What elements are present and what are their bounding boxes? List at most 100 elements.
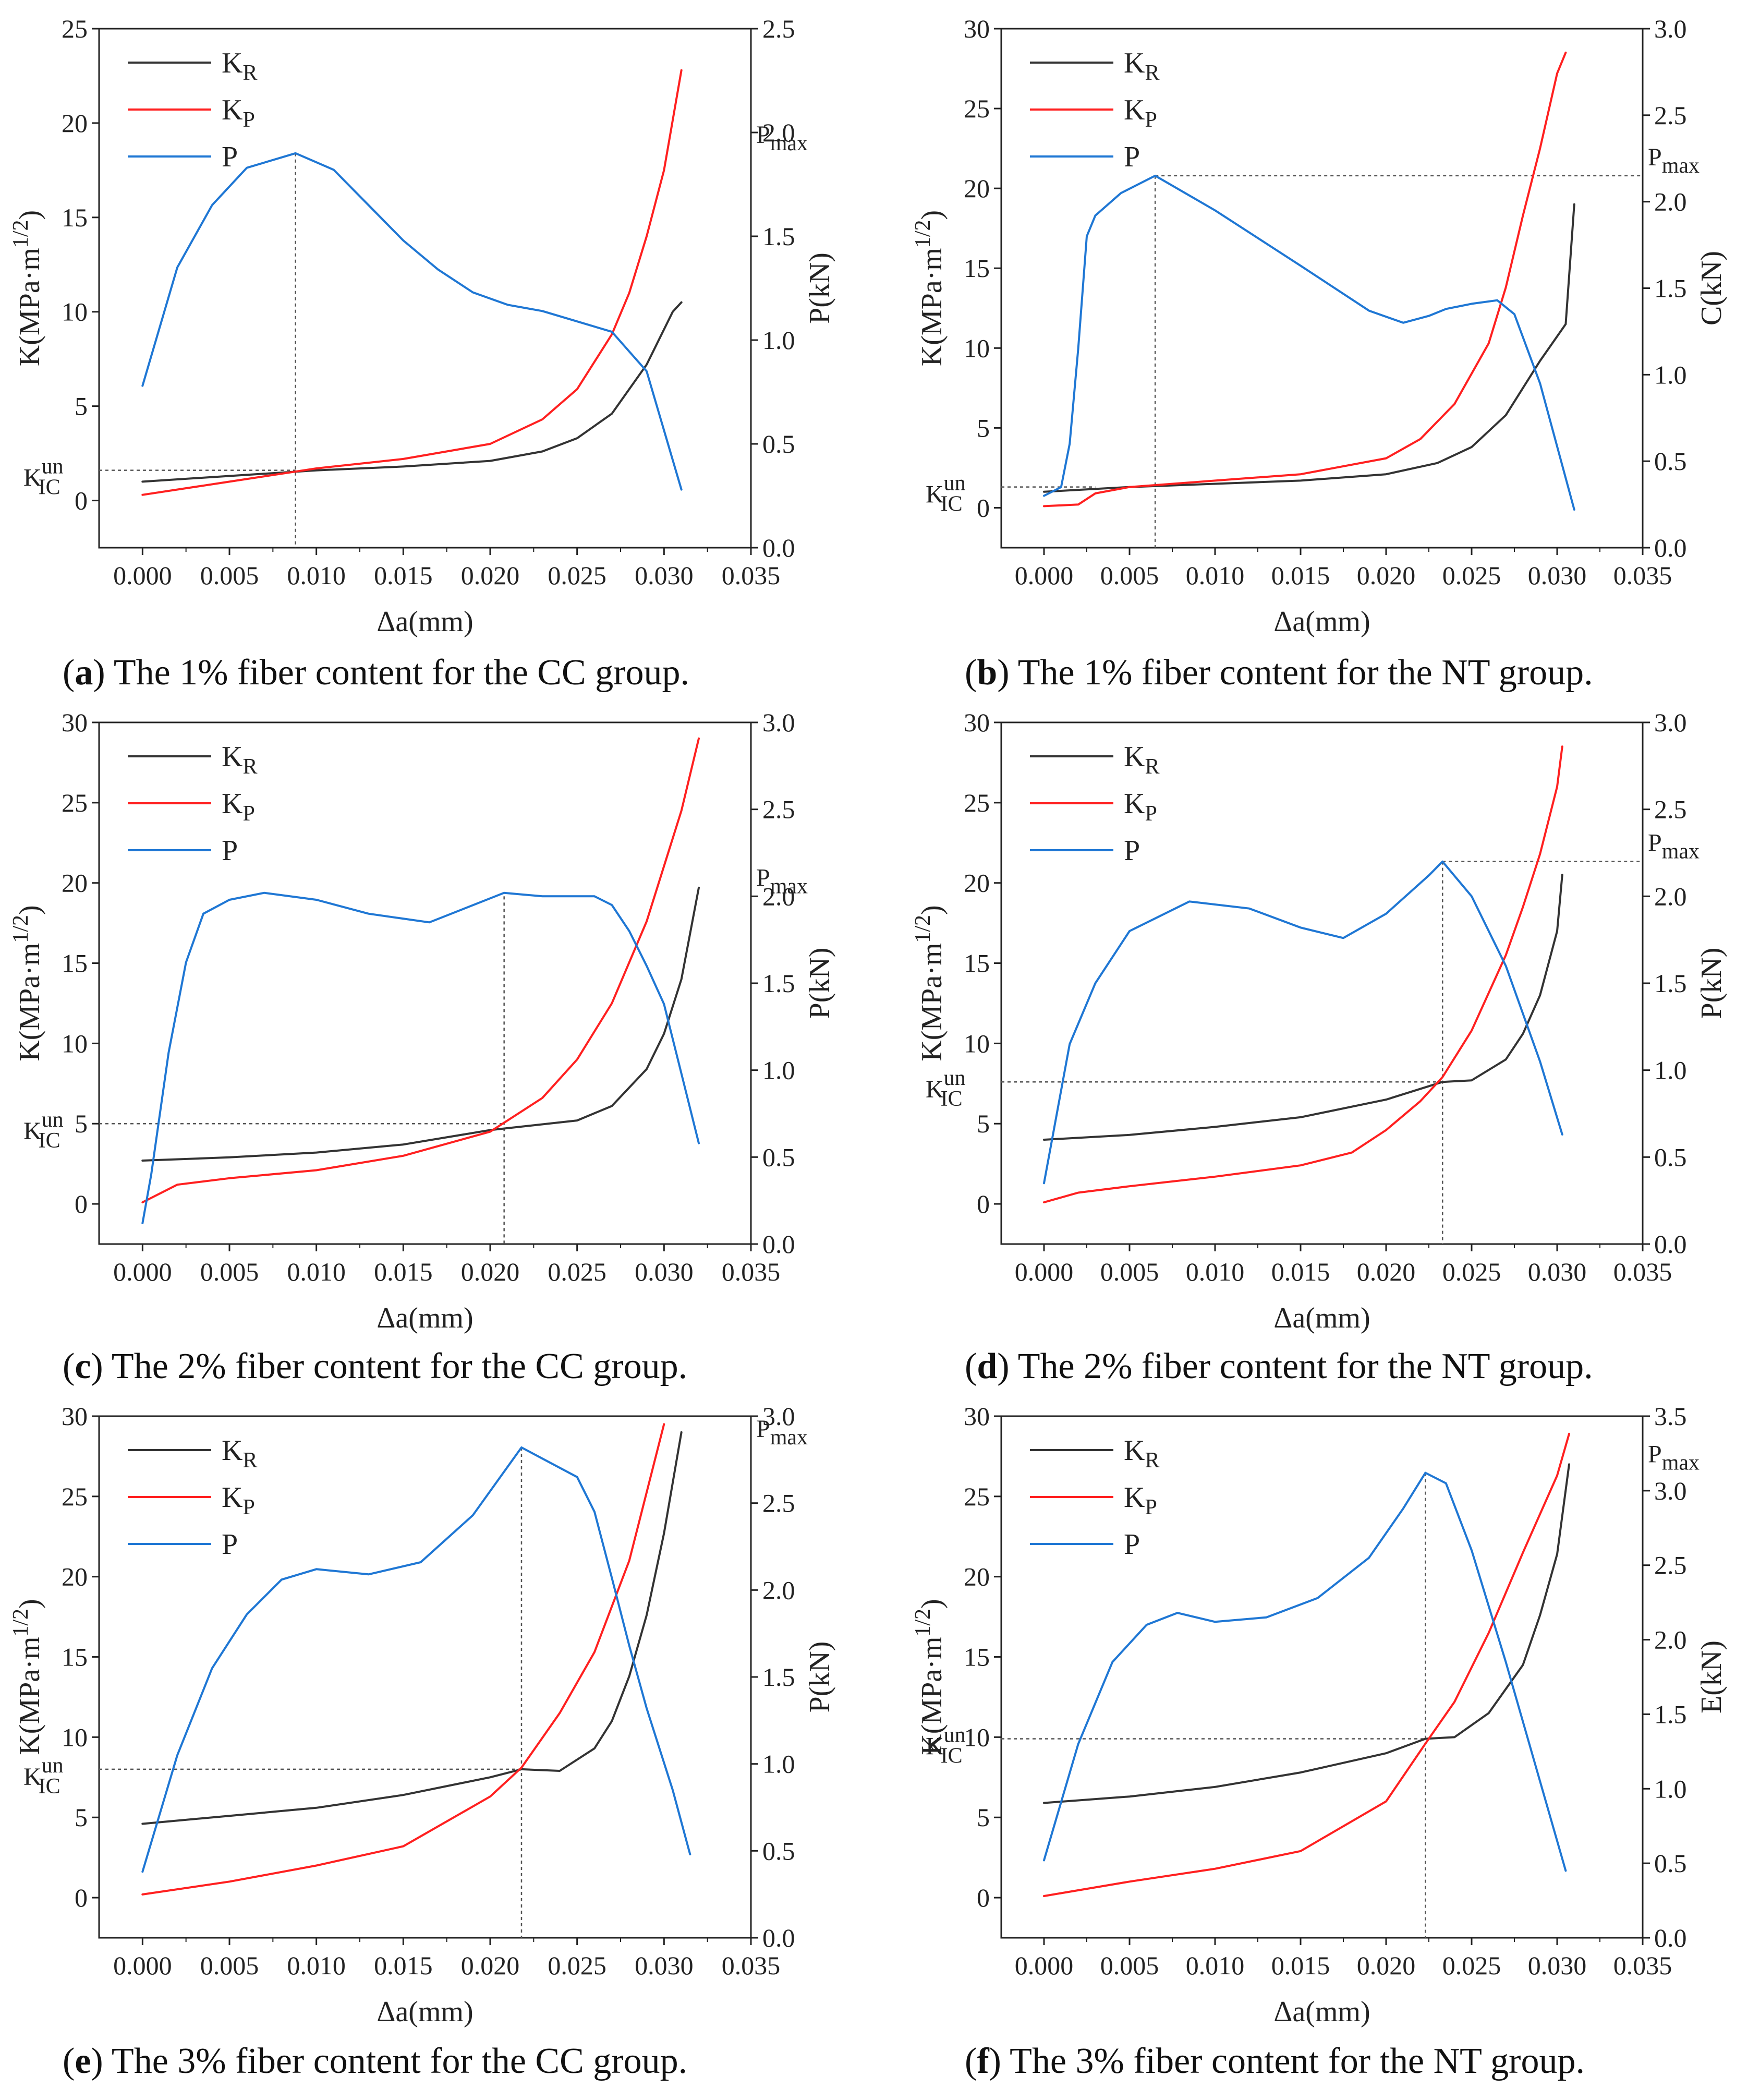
x-tick-label: 0.035	[1613, 561, 1672, 590]
y-tick-label: 25	[62, 14, 88, 43]
x-tick-label: 0.030	[1528, 561, 1587, 590]
y2-tick-label: 1.0	[762, 325, 795, 355]
legend-label-kr: KR	[222, 47, 257, 85]
y2-tick-label: 1.5	[1654, 274, 1687, 303]
y2-tick-label: 1.0	[1654, 1774, 1687, 1803]
plot-frame	[98, 1415, 752, 1939]
y2-tick-label: 1.0	[762, 1056, 795, 1085]
x-axis-label: Δa(mm)	[1273, 606, 1370, 638]
legend-label-kr: KR	[1124, 1434, 1159, 1473]
legend-label-p: P	[1124, 1528, 1140, 1561]
panel-f: 0.000 0.005 0.010 0.015 0.020 0.025 0.030 0.035…	[911, 1402, 1728, 2028]
y-tick-label: 5	[75, 392, 88, 421]
y2-tick-label: 3.0	[1654, 708, 1687, 737]
y2-tick-label: 3.0	[1654, 1476, 1687, 1505]
legend-label-kr: KR	[1124, 741, 1159, 779]
x-tick-label: 0.000	[113, 1951, 172, 1980]
panel-e: 0.000 0.005 0.010 0.015 0.020 0.025 0.030 0.035…	[9, 1402, 836, 2028]
legend-label-kp: KP	[222, 94, 255, 132]
caption-text: ) The 3% fiber content for the NT group.	[989, 2041, 1585, 2081]
y-tick-label: 15	[62, 949, 88, 978]
caption-text: ) The 1% fiber content for the NT group.	[997, 653, 1593, 693]
kic-label: Kun IC	[926, 1066, 966, 1111]
series-kr-line	[1043, 203, 1575, 493]
x-tick-label: 0.020	[1357, 1257, 1416, 1286]
x-tick-label: 0.005	[1100, 1257, 1159, 1286]
y2-tick-label: 0.0	[1654, 1923, 1687, 1952]
caption-c: (c) The 2% fiber content for the CC grou…	[63, 1346, 688, 1386]
pmax-label: Pmax	[756, 864, 808, 898]
legend-label-kp: KP	[222, 1481, 255, 1519]
caption-letter: d	[977, 1346, 998, 1386]
x-tick-label: 0.020	[1357, 1951, 1416, 1980]
y2-tick-label: 0.0	[762, 1923, 795, 1952]
y-tick-label: 15	[964, 1643, 990, 1672]
y2-tick-label: 2.0	[762, 1575, 795, 1604]
y-tick-label: 10	[964, 1722, 990, 1752]
y2-axis-label: E(kN)	[1695, 1640, 1728, 1713]
caption-letter: e	[75, 2041, 91, 2081]
legend-label-kp: KP	[1124, 1481, 1157, 1519]
y-tick-label: 5	[75, 1803, 88, 1832]
y2-tick-label: 1.5	[762, 1662, 795, 1692]
series-p-line	[141, 891, 700, 1224]
y2-tick-label: 2.0	[762, 118, 795, 147]
panel-d: 0.000 0.005 0.010 0.015 0.020 0.025 0.030 0.035…	[911, 708, 1728, 1334]
y-tick-label: 30	[964, 14, 990, 43]
y-tick-label: 15	[62, 1643, 88, 1672]
y2-axis-label: P(kN)	[804, 1642, 836, 1713]
y2-tick-label: 0.0	[1654, 533, 1687, 562]
caption-letter: b	[977, 653, 998, 693]
y-tick-label: 10	[964, 1029, 990, 1058]
x-tick-label: 0.000	[1015, 561, 1074, 590]
plot-frame	[98, 721, 752, 1245]
y2-tick-label: 3.0	[762, 708, 795, 737]
kic-label: Kun IC	[23, 1754, 64, 1799]
y2-tick-label: 3.0	[762, 1402, 795, 1431]
y2-tick-label: 1.0	[1654, 1056, 1687, 1085]
series-p-line	[1043, 1471, 1567, 1872]
caption-d: (d) The 2% fiber content for the NT grou…	[965, 1346, 1593, 1386]
x-tick-label: 0.010	[1186, 1257, 1245, 1286]
pmax-label: Pmax	[1648, 143, 1700, 178]
y2-tick-label: 1.0	[762, 1749, 795, 1779]
y-axis-label: K(MPa·m1/2)	[9, 1599, 46, 1755]
x-tick-label: 0.000	[113, 561, 172, 590]
legend: KR KP P	[1030, 1434, 1159, 1561]
y2-tick-label: 1.5	[1654, 969, 1687, 998]
x-tick-label: 0.000	[1015, 1257, 1074, 1286]
x-tick-label: 0.015	[374, 1257, 433, 1286]
legend-label-p: P	[222, 1528, 238, 1561]
x-tick-label: 0.000	[113, 1257, 172, 1286]
x-tick-label: 0.005	[200, 1257, 259, 1286]
y2-tick-label: 1.0	[1654, 360, 1687, 389]
y-tick-label: 25	[964, 94, 990, 123]
y2-axis-label: P(kN)	[1695, 948, 1728, 1019]
x-tick-label: 0.025	[1442, 1951, 1501, 1980]
y-tick-label: 30	[62, 708, 88, 737]
y2-tick-label: 1.5	[1654, 1699, 1687, 1729]
y-axis-label: K(MPa·m1/2)	[9, 210, 46, 366]
x-axis-label: Δa(mm)	[1273, 1302, 1370, 1334]
y2-tick-label: 0.5	[762, 1142, 795, 1172]
x-tick-label: 0.025	[548, 1257, 606, 1286]
y2-tick-label: 2.5	[762, 14, 795, 43]
x-tick-label: 0.010	[1186, 561, 1245, 590]
x-axis-label: Δa(mm)	[377, 1302, 473, 1334]
panel-a: 0.000 0.005 0.010 0.015 0.020 0.025 0.030 0.035…	[9, 14, 836, 638]
y2-tick-label: 3.5	[1654, 1402, 1687, 1431]
series-kp-line	[141, 1423, 665, 1896]
series-kr-line	[1043, 874, 1563, 1141]
y-tick-label: 20	[62, 868, 88, 898]
y2-axis-label: P(kN)	[804, 948, 836, 1019]
y-tick-label: 5	[75, 1109, 88, 1138]
y2-tick-label: 0.0	[762, 533, 795, 562]
y2-tick-label: 2.5	[1654, 795, 1687, 824]
y-tick-label: 20	[62, 108, 88, 138]
y2-tick-label: 2.5	[762, 795, 795, 824]
y-tick-label: 25	[964, 1482, 990, 1511]
legend-label-p: P	[222, 835, 238, 867]
caption-text: ) The 3% fiber content for the CC group.	[91, 2041, 688, 2081]
x-tick-label: 0.025	[548, 561, 606, 590]
x-tick-label: 0.010	[287, 1257, 346, 1286]
